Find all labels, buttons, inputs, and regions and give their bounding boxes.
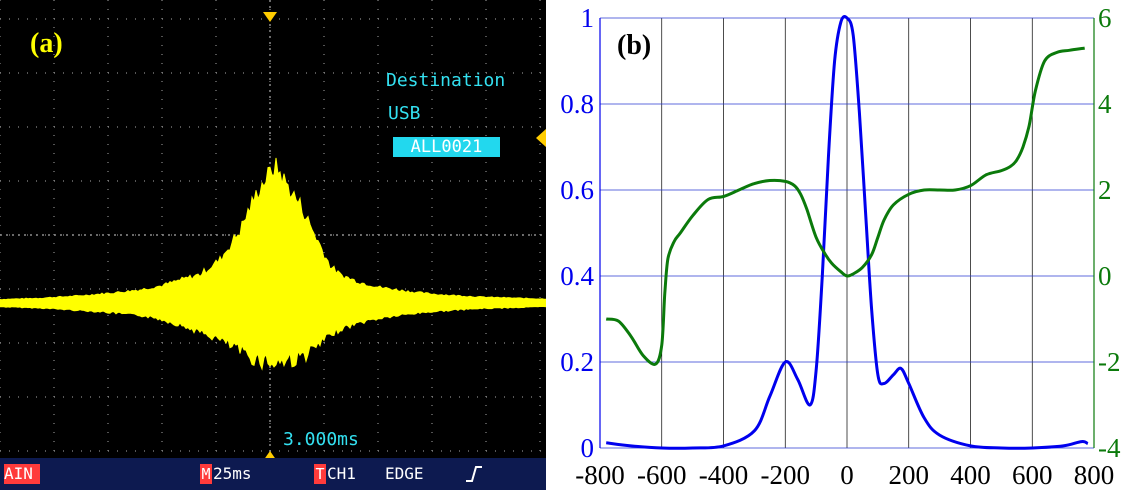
panel-b-label: (b) [617,30,652,61]
destination-device[interactable]: USB [388,103,421,124]
oscilloscope-panel: (a) Destination USB ALL0021 3.000ms AIN … [0,0,546,490]
mode-label: AIN [4,464,33,483]
right-y-tick-label: -2 [1098,347,1121,377]
left-y-tick-label: 0.8 [560,89,594,119]
chart-ticks-group: -800 -600 -400 -200 0 200 400 600 800 0 0.2 0.4 0.6 0… [560,3,1121,490]
trigger-position-marker-top [263,12,277,22]
timebase-value[interactable]: 25ms [213,464,252,483]
x-tick-label: -400 [699,460,749,490]
series-left-blue-line [606,15,1089,450]
left-y-tick-label: 0 [581,433,595,463]
line-chart: -800 -600 -400 -200 0 200 400 600 800 0 0.2 0.4 0.6 0… [560,3,1121,490]
right-y-tick-label: 6 [1098,3,1112,33]
right-y-tick-label: -4 [1098,433,1121,463]
status-bar: AIN M 25ms T CH1 EDGE [0,458,546,490]
x-tick-label: -800 [575,460,625,490]
trigger-type[interactable]: EDGE [385,464,424,483]
trigger-source[interactable]: CH1 [327,464,356,483]
destination-menu-title: Destination [386,70,506,91]
chart-series-group [605,15,1089,450]
time-readout: 3.000ms [283,429,359,450]
trigger-level-marker [536,129,546,147]
oscilloscope-screen [0,0,546,461]
left-y-tick-label: 1 [581,3,595,33]
left-y-tick-label: 0.2 [560,347,594,377]
left-y-tick-label: 0.6 [560,175,594,205]
right-y-tick-label: 2 [1098,175,1112,205]
x-tick-label: -600 [637,460,687,490]
x-tick-label: 800 [1074,460,1115,490]
scope-trace [0,157,546,371]
chart-panel: -800 -600 -400 -200 0 200 400 600 800 0 0.2 0.4 0.6 0… [546,0,1139,490]
x-tick-label: 200 [889,460,930,490]
x-tick-label: 600 [1012,460,1053,490]
mode-badge [4,464,40,484]
panel-a-label: (a) [30,28,63,59]
x-tick-label: 400 [950,460,991,490]
series-right-green-line [605,46,1085,366]
x-tick-label: -200 [761,460,811,490]
rising-edge-icon [466,466,482,482]
destination-file-button[interactable]: ALL0021 [393,137,500,157]
trigger-marker: T [314,464,326,484]
chart-grid [599,17,1095,449]
right-y-tick-label: 0 [1098,261,1112,291]
left-y-tick-label: 0.4 [560,261,594,291]
timebase-marker: M [200,464,212,484]
right-y-tick-label: 4 [1098,89,1112,119]
x-tick-label: 0 [840,460,854,490]
